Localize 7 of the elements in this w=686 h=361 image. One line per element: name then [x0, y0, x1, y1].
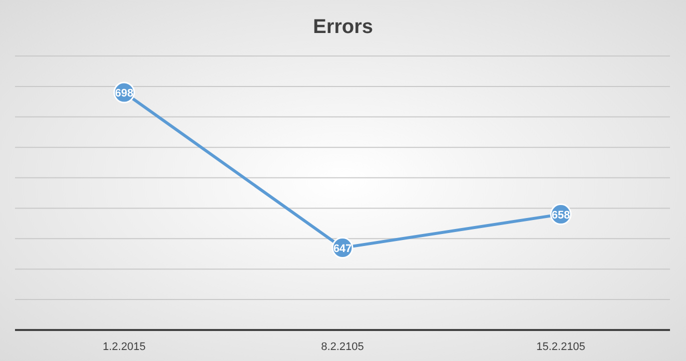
x-tick-label: 15.2.2105 — [536, 341, 586, 353]
data-label: 647 — [333, 242, 352, 255]
x-tick-label: 8.2.2105 — [321, 341, 364, 353]
chart-title: Errors — [312, 16, 374, 38]
data-label: 658 — [552, 209, 570, 222]
data-label: 698 — [114, 88, 134, 100]
x-tick-label: 1.2.2015 — [102, 341, 146, 353]
